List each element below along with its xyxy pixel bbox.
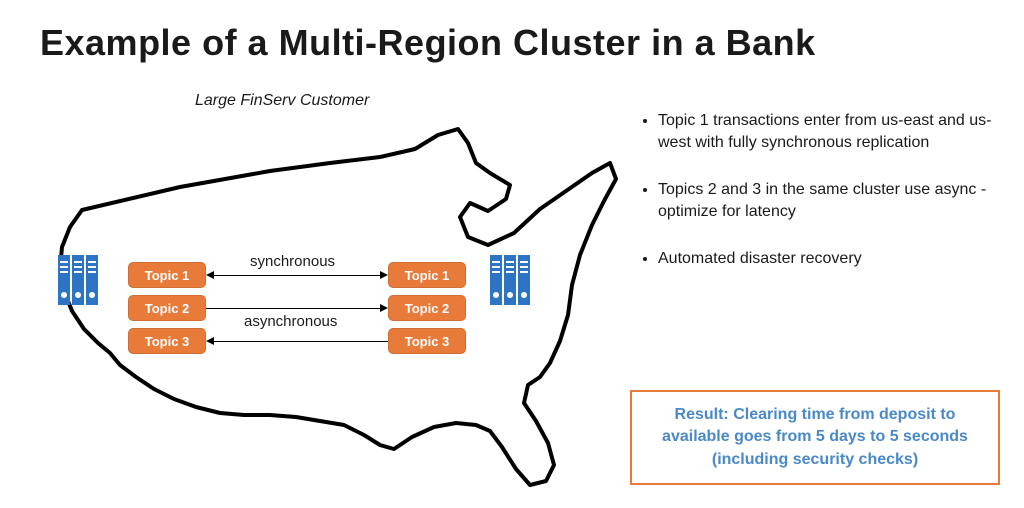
replication-label-sync: synchronous (248, 253, 337, 270)
arrow-sync-head-right (380, 271, 388, 279)
diagram-area: Topic 1 Topic 2 Topic 3 Topic 1 Topic 2 … (20, 105, 620, 505)
topic-east-3: Topic 3 (388, 328, 466, 354)
server-west-icon (58, 255, 100, 305)
arrow-topic2-head (380, 304, 388, 312)
bullet-item: Automated disaster recovery (658, 248, 1000, 270)
topic-west-1: Topic 1 (128, 262, 206, 288)
bullet-item: Topic 1 transactions enter from us-east … (658, 110, 1000, 153)
bullet-item: Topics 2 and 3 in the same cluster use a… (658, 179, 1000, 222)
usa-map-outline (20, 105, 620, 505)
topic-east-1: Topic 1 (388, 262, 466, 288)
topic-east-2: Topic 2 (388, 295, 466, 321)
page-title: Example of a Multi-Region Cluster in a B… (40, 22, 816, 64)
arrow-sync-head-left (206, 271, 214, 279)
arrow-topic3 (214, 341, 388, 342)
arrow-topic2 (206, 308, 380, 309)
result-callout: Result: Clearing time from deposit to av… (630, 390, 1000, 485)
bullet-list: Topic 1 transactions enter from us-east … (630, 110, 1000, 296)
arrow-topic3-head (206, 337, 214, 345)
server-east-icon (490, 255, 532, 305)
arrow-sync (214, 275, 380, 276)
topic-west-2: Topic 2 (128, 295, 206, 321)
topic-west-3: Topic 3 (128, 328, 206, 354)
replication-label-async: asynchronous (242, 313, 339, 330)
